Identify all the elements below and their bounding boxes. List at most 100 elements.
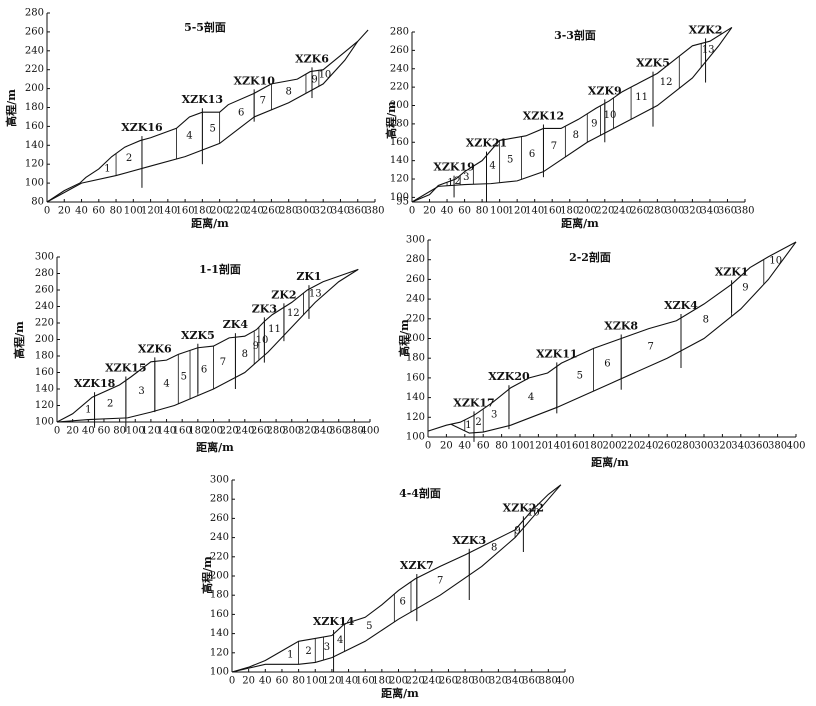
y-tick-label: 220: [35, 318, 54, 329]
x-tick-label: 200: [389, 676, 408, 687]
y-tick-label: 140: [25, 140, 44, 151]
x-tick-label: 180: [372, 676, 391, 687]
x-tick-label: 160: [173, 426, 192, 437]
slice-label: 7: [220, 357, 226, 368]
slice-label: 10: [604, 110, 617, 121]
y-tick-label: 280: [35, 268, 54, 279]
borehole-label: XZK19: [433, 161, 474, 174]
x-tick-label: 120: [141, 426, 160, 437]
y-tick-label: 180: [35, 351, 54, 362]
borehole-label: XZK11: [536, 347, 577, 360]
y-tick-label: 260: [25, 26, 44, 37]
borehole-label: XZK9: [588, 84, 622, 97]
x-tick-label: 0: [44, 206, 50, 217]
x-tick-label: 340: [314, 426, 333, 437]
x-tick-label: 160: [543, 206, 562, 217]
y-tick-label: 180: [210, 590, 229, 601]
borehole-label: XZK12: [523, 109, 564, 122]
x-tick-label: 40: [82, 426, 95, 437]
x-tick-label: 280: [676, 441, 695, 452]
y-tick-label: 140: [406, 392, 425, 403]
chart-title: 4-4剖面: [399, 486, 441, 500]
x-axis-label: 距离/m: [561, 216, 599, 230]
y-tick-label: 95: [396, 197, 409, 208]
borehole-label: XZK22: [503, 501, 544, 514]
x-tick-label: 320: [489, 676, 508, 687]
borehole-label: XZK20: [488, 370, 530, 383]
slice-label: 9: [253, 341, 259, 352]
slice-label: 6: [529, 149, 535, 160]
x-tick-label: 240: [613, 206, 632, 217]
slice-label: 3: [463, 172, 469, 183]
x-tick-label: 260: [251, 426, 270, 437]
x-tick-label: 160: [176, 206, 195, 217]
y-tick-label: 100: [210, 667, 229, 678]
x-tick-label: 380: [365, 206, 384, 217]
y-axis-label: 高程/m: [397, 319, 411, 357]
x-tick-label: 320: [683, 206, 702, 217]
x-tick-label: 220: [621, 441, 640, 452]
x-tick-label: 100: [124, 206, 143, 217]
slice-label: 8: [491, 542, 497, 553]
y-tick-label: 100: [35, 417, 54, 428]
x-tick-label: 300: [472, 676, 491, 687]
slice-label: 9: [311, 74, 317, 85]
x-tick-label: 360: [329, 426, 348, 437]
x-tick-label: 40: [75, 206, 88, 217]
x-tick-label: 60: [477, 441, 490, 452]
x-tick-label: 240: [639, 441, 658, 452]
y-tick-label: 160: [210, 609, 229, 620]
slice-label: 8: [703, 314, 709, 325]
slice-label: 5: [210, 124, 216, 135]
y-tick-label: 120: [406, 412, 425, 423]
slice-label: 6: [201, 365, 207, 376]
y-tick-label: 140: [390, 155, 409, 166]
x-tick-label: 40: [259, 676, 272, 687]
x-tick-label: 340: [731, 441, 750, 452]
slice-label: 8: [285, 86, 291, 97]
y-tick-label: 180: [25, 102, 44, 113]
borehole-label: XZK14: [313, 615, 355, 628]
slice-label: 9: [742, 282, 748, 293]
x-tick-label: 20: [66, 426, 79, 437]
x-tick-label: 0: [54, 426, 60, 437]
borehole-label: XZK21: [466, 137, 507, 150]
slice-label: 4: [528, 392, 534, 403]
ground-surface: [427, 241, 797, 432]
x-tick-label: 340: [700, 206, 719, 217]
y-axis-label: 高程/m: [384, 101, 398, 139]
x-axis-label: 距离/m: [191, 216, 229, 230]
y-tick-label: 180: [406, 353, 425, 364]
y-tick-label: 260: [390, 45, 409, 56]
x-tick-label: 80: [495, 441, 508, 452]
borehole-label: XZK10: [233, 74, 275, 87]
slice-label: 8: [573, 130, 579, 141]
x-tick-label: 20: [440, 441, 453, 452]
y-axis-label: 高程/m: [4, 89, 18, 127]
y-tick-label: 220: [406, 313, 425, 324]
x-axis-label: 距离/m: [381, 686, 419, 700]
slice-label: 2: [126, 153, 132, 164]
x-tick-label: 380: [768, 441, 787, 452]
y-tick-label: 140: [35, 384, 54, 395]
y-tick-label: 120: [390, 174, 409, 185]
y-tick-label: 220: [210, 551, 229, 562]
slice-label: 1: [287, 650, 293, 661]
borehole-label: XZK2: [689, 23, 723, 36]
borehole-label: XZK16: [121, 121, 163, 134]
y-tick-label: 120: [35, 400, 54, 411]
slice-label: 1: [447, 178, 453, 189]
borehole-label: XZK17: [453, 396, 494, 409]
x-tick-label: 200: [578, 206, 597, 217]
x-tick-label: 0: [229, 676, 235, 687]
chart-title: 3-3剖面: [554, 28, 596, 42]
y-tick-label: 300: [406, 235, 425, 246]
slice-label: 12: [660, 77, 673, 88]
borehole-label: XZK5: [636, 57, 670, 70]
borehole-label: ZK2: [271, 288, 296, 301]
y-axis-label: 高程/m: [12, 321, 26, 359]
y-tick-label: 220: [25, 64, 44, 75]
x-tick-label: 100: [126, 426, 145, 437]
x-tick-label: 380: [735, 206, 754, 217]
